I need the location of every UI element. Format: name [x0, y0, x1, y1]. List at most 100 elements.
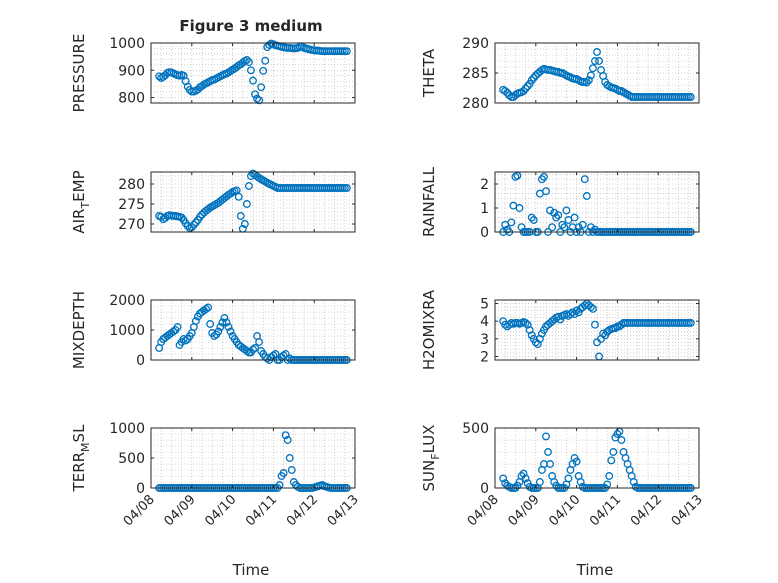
- y-tick-label: 0: [480, 481, 489, 497]
- data-point: [503, 225, 512, 234]
- data-point: [503, 88, 512, 97]
- subplot-4: 0 1 2 RAINFALL: [420, 166, 700, 241]
- data-point: [599, 329, 608, 338]
- y-axis-label: THETA: [420, 48, 438, 98]
- subplot-6: 23 45 H2OMIXRA: [420, 289, 700, 370]
- y-axis-label-main: RAINFALL: [420, 166, 438, 237]
- y-tick-label: 280: [118, 177, 145, 193]
- data-point: [511, 91, 520, 100]
- data-point: [558, 220, 567, 229]
- y-axis-label-main: THETA: [420, 48, 438, 98]
- data-point: [191, 317, 200, 325]
- data-point: [519, 87, 528, 95]
- y-tick-label: 290: [462, 36, 489, 52]
- data-point: [605, 472, 614, 480]
- y-axis-label: PRESSURE: [70, 34, 88, 113]
- data-point: [609, 448, 618, 456]
- data-point: [214, 327, 223, 336]
- data-point: [226, 327, 235, 336]
- data-point: [249, 76, 257, 85]
- y-axis-label-tail: SL: [70, 424, 88, 443]
- data-point: [517, 472, 526, 480]
- data-point: [499, 474, 508, 483]
- data-point: [173, 323, 182, 331]
- data-point: [206, 320, 215, 328]
- y-tick-label: 0: [136, 481, 145, 497]
- data-point: [279, 351, 288, 360]
- y-tick-label: 3: [480, 332, 489, 348]
- y-axis-label-main: MIXDEPTH: [70, 291, 88, 369]
- data-point: [582, 192, 591, 200]
- data-point: [578, 220, 587, 229]
- y-tick-label: 1000: [109, 421, 145, 437]
- data-point: [519, 469, 528, 478]
- data-point: [548, 223, 557, 232]
- y-axis-label-main: PRESSURE: [70, 34, 88, 113]
- data-point: [588, 64, 597, 73]
- data-point: [523, 82, 532, 91]
- y-tick-label: 800: [118, 91, 145, 107]
- data-point: [247, 66, 255, 75]
- axes-box: [494, 427, 700, 489]
- y-axis-label: H2OMIXRA: [420, 289, 438, 370]
- data-point: [210, 332, 219, 340]
- data-point: [342, 184, 351, 192]
- data-point: [342, 47, 351, 56]
- data-point: [566, 310, 575, 319]
- data-point: [564, 474, 573, 483]
- data-point: [572, 306, 581, 315]
- subplot-5: 0 1000 2000 MIXDEPTH: [70, 291, 356, 369]
- y-tick-label: 2: [480, 349, 489, 365]
- data-point: [586, 303, 595, 312]
- y-tick-label: 5: [480, 297, 489, 313]
- y-tick-label: 280: [462, 96, 489, 112]
- subplot-2: 280 285 290 THETA: [420, 36, 700, 112]
- data-point: [285, 454, 294, 462]
- y-axis-label-subscript: M: [79, 442, 92, 452]
- data-point: [226, 189, 235, 198]
- data-point: [562, 206, 571, 215]
- data-point: [189, 220, 198, 229]
- data-point: [515, 204, 524, 212]
- data-point: [224, 323, 233, 331]
- axes-box: [494, 299, 700, 361]
- data-point: [204, 303, 213, 312]
- data-point: [222, 318, 231, 327]
- y-tick-label: 500: [118, 451, 145, 467]
- axes-box: [494, 171, 700, 233]
- axes-box: [150, 171, 356, 233]
- data-point: [181, 336, 190, 345]
- data-point: [586, 71, 595, 80]
- y-axis-label-main: SUN: [420, 460, 438, 492]
- y-tick-label: 0: [136, 353, 145, 369]
- y-axis-label-subscript: F: [429, 453, 442, 459]
- data-point: [546, 206, 555, 215]
- data-point: [279, 469, 288, 477]
- y-axis-label-tail: EMP: [70, 170, 88, 201]
- data-point: [244, 58, 253, 67]
- y-tick-label: 1: [480, 201, 489, 217]
- data-point: [552, 213, 561, 222]
- data-point: [580, 175, 589, 184]
- data-point: [535, 478, 544, 486]
- data-point: [169, 327, 178, 336]
- y-tick-label: 1000: [109, 36, 145, 52]
- data-point: [261, 56, 270, 65]
- data-point: [283, 436, 292, 444]
- data-point: [560, 223, 569, 232]
- data-point: [259, 66, 268, 75]
- x-axis-label-right: Time: [576, 561, 614, 579]
- data-point: [629, 478, 638, 486]
- data-point: [686, 93, 695, 101]
- data-point: [249, 345, 257, 354]
- data-point: [202, 305, 211, 313]
- data-point: [177, 213, 186, 222]
- data-point: [572, 457, 581, 466]
- data-point: [242, 55, 251, 64]
- y-tick-label: 0: [480, 225, 489, 241]
- y-axis-label: RAINFALL: [420, 166, 438, 237]
- data-point: [196, 212, 204, 221]
- data-point: [529, 73, 538, 82]
- data-point: [586, 223, 595, 232]
